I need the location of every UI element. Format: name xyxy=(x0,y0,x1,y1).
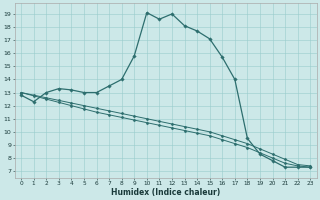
X-axis label: Humidex (Indice chaleur): Humidex (Indice chaleur) xyxy=(111,188,220,197)
